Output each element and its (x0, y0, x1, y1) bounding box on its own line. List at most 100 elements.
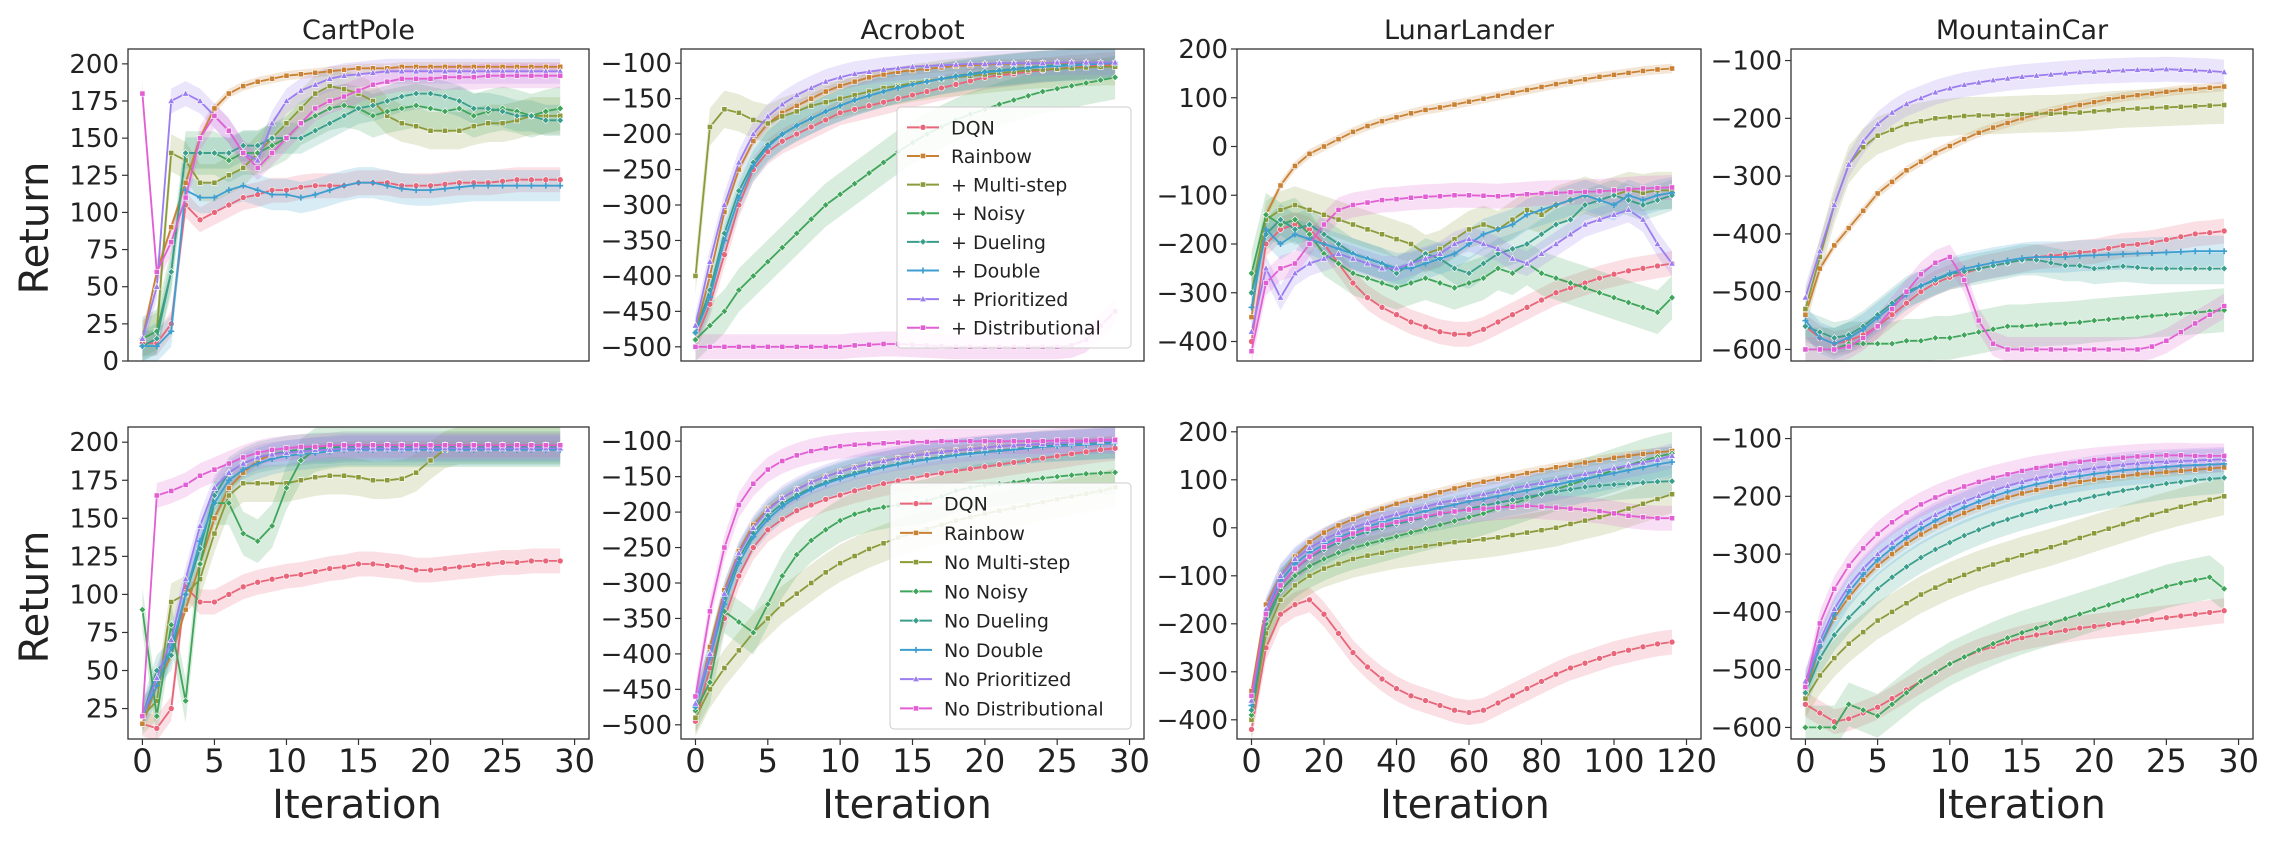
point-distributional (2206, 452, 2213, 459)
point-distributional (1860, 545, 1867, 552)
point-distributional (1480, 505, 1487, 512)
point-rainbow (139, 720, 146, 727)
point-double (369, 179, 376, 186)
point-double (254, 187, 261, 194)
point-double (735, 194, 742, 201)
point-prioritized (397, 67, 406, 75)
y-tick-label: −200 (601, 498, 672, 528)
point-dqn (2163, 236, 2170, 243)
point-multi-step (735, 647, 742, 654)
point-dueling (268, 134, 276, 142)
point-noisy (1305, 562, 1314, 571)
point-distributional (225, 460, 232, 467)
point-multi-step (2163, 104, 2170, 111)
point-distributional (1054, 437, 1061, 444)
point-dqn (1053, 452, 1061, 460)
point-double (837, 475, 844, 482)
point-noisy (1334, 548, 1343, 557)
point-prioritized (821, 77, 830, 85)
point-dqn (2090, 623, 2098, 630)
point-prioritized (1111, 58, 1119, 66)
point-noisy (1537, 269, 1546, 278)
point-multi-step (2047, 544, 2054, 551)
band-double (695, 427, 1116, 723)
point-distributional (1975, 317, 1982, 324)
point-dqn (2047, 629, 2055, 636)
point-prioritized (1024, 440, 1033, 448)
point-prioritized (1960, 497, 1969, 505)
point-rainbow (1480, 95, 1487, 102)
point-dueling (1816, 654, 1824, 662)
point-distributional (1874, 323, 1881, 330)
point-rainbow (2091, 476, 2098, 483)
point-distributional (197, 135, 203, 142)
point-distributional (996, 438, 1003, 445)
axes-frame (1790, 48, 2254, 362)
point-double (2134, 466, 2141, 473)
point-dqn (1596, 274, 1603, 282)
point-double (326, 187, 333, 194)
point-double (225, 477, 232, 484)
legend-entry: No Dueling (900, 611, 1049, 633)
point-dqn (967, 465, 974, 473)
point-distributional (2163, 337, 2170, 344)
point-prioritized (196, 521, 204, 529)
point-multi-step (2149, 511, 2155, 518)
point-double (880, 88, 887, 95)
point-multi-step (779, 601, 786, 608)
point-multi-step (2033, 110, 2040, 117)
point-prioritized (1639, 215, 1647, 223)
point-multi-step (1625, 505, 1632, 512)
point-rainbow (1509, 89, 1516, 96)
point-noisy (2162, 310, 2171, 319)
point-distributional (1393, 196, 1400, 203)
point-dqn (1422, 323, 1429, 331)
point-multi-step (2177, 503, 2184, 510)
legend-marker (912, 616, 920, 625)
point-dueling (1873, 584, 1882, 593)
point-distributional (2120, 454, 2126, 461)
point-distributional (240, 454, 247, 461)
point-double (225, 187, 232, 194)
point-dqn (441, 565, 449, 572)
point-double (2033, 254, 2040, 260)
band-dqn (142, 548, 561, 739)
point-dqn (2134, 617, 2141, 625)
panel-3: LunarLander 200 100 0 −100 −200 −300 −400 (1157, 15, 1702, 362)
point-prioritized (1624, 205, 1633, 213)
point-rainbow (326, 68, 333, 75)
point-rainbow (1596, 457, 1603, 464)
point-dueling (1465, 269, 1473, 278)
point-distributional (2221, 303, 2228, 310)
point-dueling (1537, 490, 1546, 499)
point-double (1596, 197, 1603, 204)
point-multi-step (1306, 206, 1313, 213)
point-double (413, 187, 420, 194)
point-distributional (384, 442, 391, 449)
point-multi-step (837, 560, 844, 567)
point-multi-step (1874, 617, 1881, 624)
point-double (981, 69, 988, 76)
point-dqn (735, 572, 743, 580)
point-prioritized (894, 453, 902, 462)
legend: DQN Rainbow + Multi-step + Noisy + Dueling + … (896, 106, 1132, 349)
x-tick-label: 120 (1656, 742, 1717, 780)
point-dueling (1639, 478, 1647, 487)
point-prioritized (2003, 74, 2012, 82)
band-dueling (695, 427, 1116, 723)
legend-label: No Prioritized (944, 669, 1071, 691)
point-noisy (1816, 723, 1824, 732)
point-dueling (541, 116, 550, 125)
x-tick-label: 25 (482, 742, 523, 780)
point-noisy (1450, 284, 1459, 292)
point-noisy (556, 104, 565, 113)
point-multi-step (1903, 121, 1910, 128)
y-tick-label: 150 (69, 124, 119, 154)
point-multi-step (692, 273, 699, 279)
point-noisy (1917, 677, 1925, 686)
point-dueling (2075, 261, 2084, 270)
point-prioritized (1082, 58, 1091, 66)
point-dueling (196, 149, 204, 157)
panel-4: MountainCar −100 −200 −300 −400 −500 −600 (1711, 15, 2254, 365)
point-distributional (197, 472, 203, 479)
